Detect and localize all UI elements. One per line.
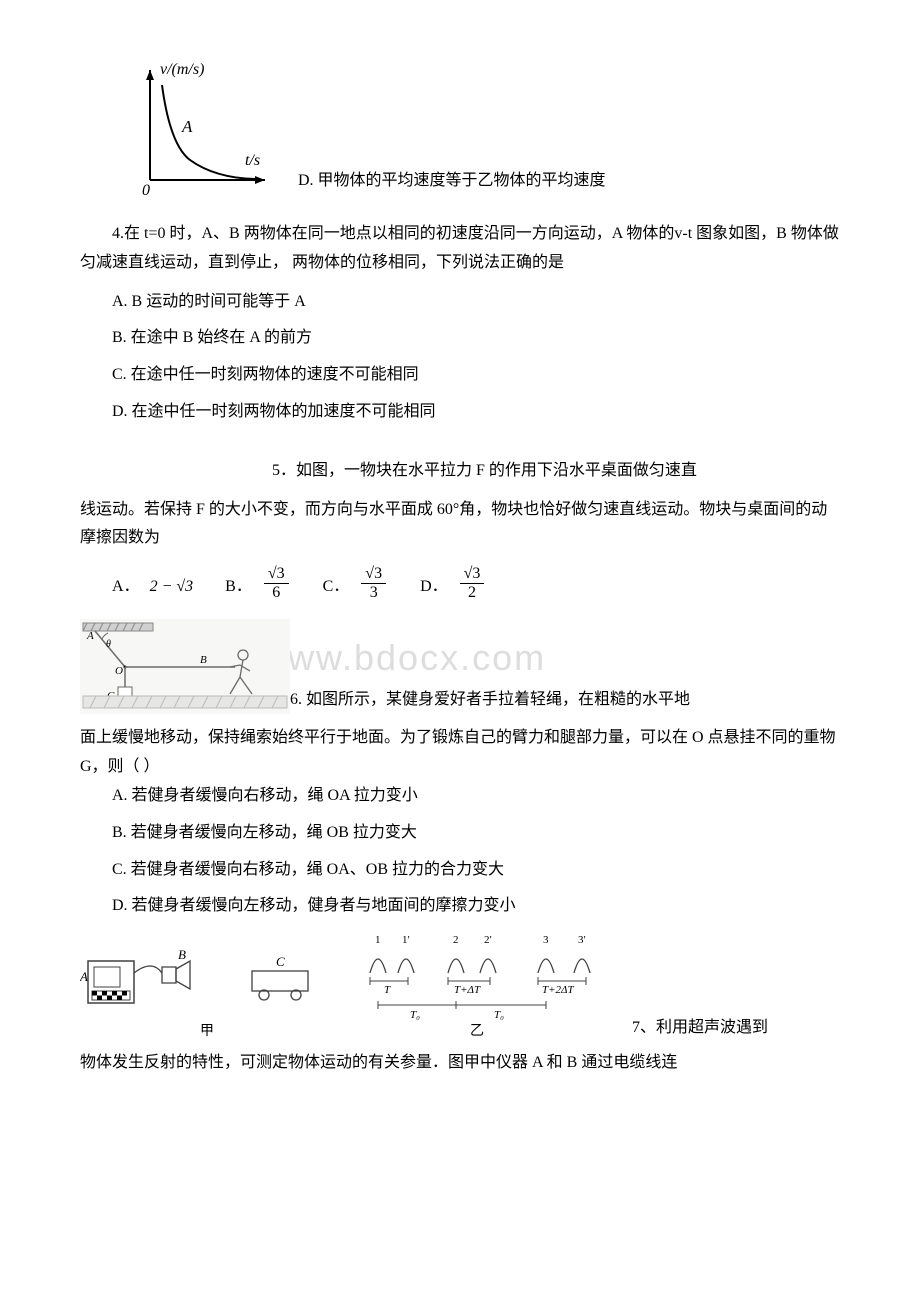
svg-text:t/s: t/s bbox=[245, 152, 260, 169]
q5-opt-a-prefix: A． bbox=[112, 573, 140, 602]
q6-intro-text: 6. 如图所示，某健身爱好者手拉着轻绳，在粗糙的水平地 bbox=[290, 686, 840, 715]
q5-continue-text: 线运动。若保持 F 的大小不变，而方向与水平面成 60°角，物块也恰好做匀速直线… bbox=[80, 496, 840, 554]
q6-option-d: D. 若健身者缓慢向左移动，健身者与地面间的摩擦力变小 bbox=[80, 892, 840, 921]
q5-opt-d-prefix: D． bbox=[420, 573, 448, 602]
q7-intro-text: 7、利用超声波遇到 bbox=[620, 1014, 840, 1043]
q3-option-d: D. 甲物体的平均速度等于乙物体的平均速度 bbox=[298, 167, 606, 196]
svg-text:0: 0 bbox=[142, 182, 150, 199]
svg-text:v/(m/s): v/(m/s) bbox=[160, 61, 204, 78]
q3-figure-row: v/(m/s) t/s A 0 D. 甲物体的平均速度等于乙物体的平均速度 bbox=[80, 60, 840, 200]
q6-option-c: C. 若健身者缓慢向右移动，绳 OA、OB 拉力的合力变大 bbox=[80, 856, 840, 885]
q6-option-a: A. 若健身者缓慢向右移动，绳 OA 拉力变小 bbox=[80, 782, 840, 811]
q5-opt-a-value: 2 − √3 bbox=[150, 573, 194, 602]
q6-option-b: B. 若健身者缓慢向左移动，绳 OB 拉力变大 bbox=[80, 819, 840, 848]
svg-text:3′: 3′ bbox=[578, 934, 586, 946]
svg-text:T+ΔT: T+ΔT bbox=[454, 984, 481, 996]
q5-opt-b-frac: √3 6 bbox=[264, 565, 289, 601]
svg-text:2′: 2′ bbox=[484, 934, 492, 946]
svg-text:B: B bbox=[200, 654, 207, 666]
svg-text:1: 1 bbox=[375, 934, 381, 946]
svg-text:B: B bbox=[178, 947, 186, 962]
svg-text:A: A bbox=[86, 630, 94, 642]
svg-text:O: O bbox=[115, 665, 123, 677]
q7-figure: A B C 甲 1 1′ 2 2′ 3 3′ bbox=[80, 933, 620, 1043]
svg-text:θ: θ bbox=[106, 639, 111, 650]
q6-figure: A θ O B G bbox=[80, 619, 290, 714]
svg-text:T: T bbox=[384, 984, 391, 996]
q3-vt-graph: v/(m/s) t/s A 0 bbox=[120, 60, 280, 200]
q4-option-d: D. 在途中任一时刻两物体的加速度不可能相同 bbox=[80, 398, 840, 427]
svg-text:甲: 甲 bbox=[200, 1024, 214, 1039]
q4-option-a: A. B 运动的时间可能等于 A bbox=[80, 288, 840, 317]
svg-text:T₀: T₀ bbox=[494, 1009, 504, 1021]
q7-continue-text: 物体发生反射的特性，可测定物体运动的有关参量．图甲中仪器 A 和 B 通过电缆线… bbox=[80, 1049, 840, 1078]
q7-figure-row: A B C 甲 1 1′ 2 2′ 3 3′ bbox=[80, 933, 840, 1043]
svg-text:T₀: T₀ bbox=[410, 1009, 420, 1021]
q5-intro-text: 5．如图，一物块在水平拉力 F 的作用下沿水平桌面做匀速直 bbox=[240, 457, 840, 486]
svg-text:乙: 乙 bbox=[470, 1023, 484, 1039]
svg-text:A: A bbox=[80, 969, 88, 984]
q6-continue-text: 面上缓慢地移动，保持绳索始终平行于地面。为了锻炼自己的臂力和腿部力量，可以在 O… bbox=[80, 724, 840, 782]
q5-opt-d-frac: √3 2 bbox=[460, 565, 485, 601]
q6-figure-row: A θ O B G bbox=[80, 619, 840, 714]
q5-opt-b-prefix: B． bbox=[225, 573, 252, 602]
svg-text:2: 2 bbox=[453, 934, 459, 946]
q4-option-b: B. 在途中 B 始终在 A 的前方 bbox=[80, 324, 840, 353]
q5-intro-row: 5．如图，一物块在水平拉力 F 的作用下沿水平桌面做匀速直 bbox=[80, 457, 840, 486]
q5-opt-c-prefix: C． bbox=[323, 573, 350, 602]
svg-text:1′: 1′ bbox=[402, 934, 410, 946]
q4-option-c: C. 在途中任一时刻两物体的速度不可能相同 bbox=[80, 361, 840, 390]
q5-opt-c-frac: √3 3 bbox=[361, 565, 386, 601]
svg-text:A: A bbox=[181, 117, 193, 136]
q5-options-row: A． 2 − √3 B． √3 6 C． √3 3 D． √3 2 bbox=[112, 565, 840, 601]
q4-stem: 4.在 t=0 时，A、B 两物体在同一地点以相同的初速度沿同一方向运动，A 物… bbox=[80, 220, 840, 278]
svg-text:C: C bbox=[276, 954, 285, 969]
svg-text:3: 3 bbox=[543, 934, 549, 946]
svg-text:T+2ΔT: T+2ΔT bbox=[542, 984, 574, 996]
